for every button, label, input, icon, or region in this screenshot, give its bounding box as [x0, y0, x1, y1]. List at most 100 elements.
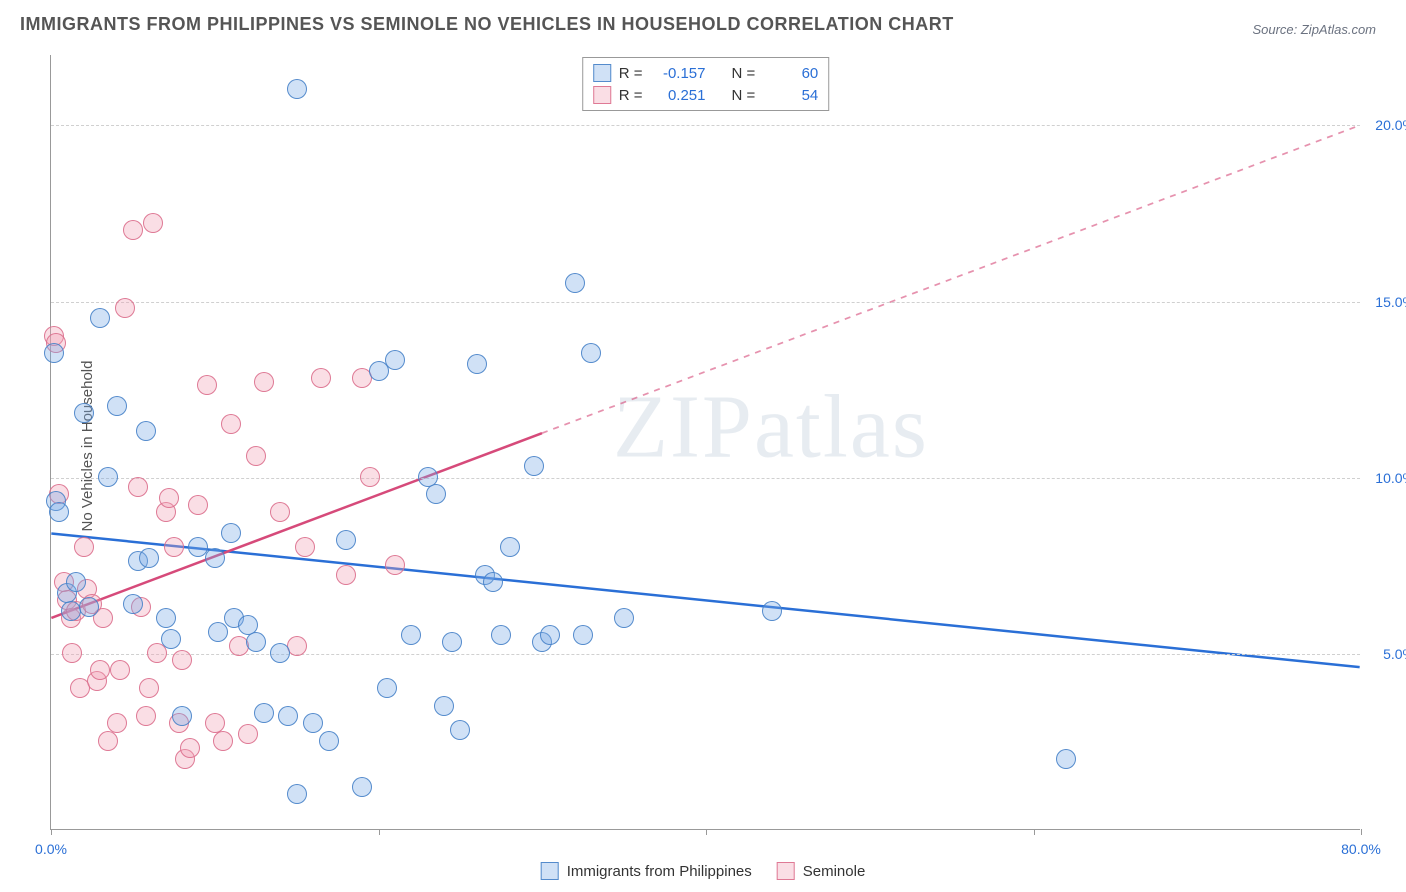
- data-point: [110, 660, 130, 680]
- legend-label-pink: Seminole: [803, 863, 866, 880]
- data-point: [136, 706, 156, 726]
- data-point: [90, 308, 110, 328]
- data-point: [573, 625, 593, 645]
- r-label: R =: [619, 65, 643, 82]
- x-tick: [1034, 829, 1035, 835]
- data-point: [197, 375, 217, 395]
- data-point: [287, 79, 307, 99]
- y-tick-label: 5.0%: [1383, 646, 1406, 662]
- data-point: [62, 643, 82, 663]
- data-point: [278, 706, 298, 726]
- legend-correlation: R = -0.157 N = 60 R = 0.251 N = 54: [582, 57, 830, 111]
- legend-row-blue: R = -0.157 N = 60: [593, 62, 819, 84]
- data-point: [1056, 749, 1076, 769]
- data-point: [123, 594, 143, 614]
- swatch-blue: [541, 862, 559, 880]
- gridline-h: [51, 125, 1360, 126]
- data-point: [143, 213, 163, 233]
- data-point: [90, 660, 110, 680]
- data-point: [385, 350, 405, 370]
- gridline-h: [51, 302, 1360, 303]
- data-point: [450, 720, 470, 740]
- legend-label-blue: Immigrants from Philippines: [567, 863, 752, 880]
- data-point: [254, 372, 274, 392]
- data-point: [49, 502, 69, 522]
- legend-item-blue: Immigrants from Philippines: [541, 862, 752, 880]
- data-point: [98, 731, 118, 751]
- trend-lines: [51, 55, 1360, 829]
- data-point: [188, 495, 208, 515]
- plot-area: ZIPatlas R = -0.157 N = 60 R = 0.251 N =…: [50, 55, 1360, 830]
- legend-item-pink: Seminole: [777, 862, 866, 880]
- data-point: [762, 601, 782, 621]
- legend-row-pink: R = 0.251 N = 54: [593, 84, 819, 106]
- data-point: [270, 643, 290, 663]
- gridline-h: [51, 654, 1360, 655]
- data-point: [483, 572, 503, 592]
- data-point: [139, 678, 159, 698]
- data-point: [128, 477, 148, 497]
- x-tick-label: 80.0%: [1341, 841, 1381, 857]
- x-tick: [1361, 829, 1362, 835]
- data-point: [246, 632, 266, 652]
- r-value-pink: 0.251: [651, 87, 706, 104]
- data-point: [467, 354, 487, 374]
- data-point: [123, 220, 143, 240]
- x-tick: [379, 829, 380, 835]
- data-point: [208, 622, 228, 642]
- x-tick: [51, 829, 52, 835]
- data-point: [66, 572, 86, 592]
- data-point: [254, 703, 274, 723]
- data-point: [442, 632, 462, 652]
- r-label: R =: [619, 87, 643, 104]
- data-point: [270, 502, 290, 522]
- data-point: [524, 456, 544, 476]
- data-point: [319, 731, 339, 751]
- data-point: [311, 368, 331, 388]
- data-point: [581, 343, 601, 363]
- data-point: [352, 777, 372, 797]
- data-point: [246, 446, 266, 466]
- swatch-pink: [777, 862, 795, 880]
- swatch-blue: [593, 64, 611, 82]
- data-point: [115, 298, 135, 318]
- n-label: N =: [732, 87, 756, 104]
- data-point: [156, 608, 176, 628]
- data-point: [107, 396, 127, 416]
- y-tick-label: 20.0%: [1375, 117, 1406, 133]
- data-point: [172, 706, 192, 726]
- gridline-h: [51, 478, 1360, 479]
- data-point: [164, 537, 184, 557]
- data-point: [303, 713, 323, 733]
- data-point: [221, 523, 241, 543]
- data-point: [61, 601, 81, 621]
- data-point: [107, 713, 127, 733]
- data-point: [500, 537, 520, 557]
- x-tick: [706, 829, 707, 835]
- data-point: [136, 421, 156, 441]
- data-point: [491, 625, 511, 645]
- data-point: [336, 565, 356, 585]
- r-value-blue: -0.157: [651, 65, 706, 82]
- data-point: [385, 555, 405, 575]
- y-tick-label: 15.0%: [1375, 294, 1406, 310]
- data-point: [426, 484, 446, 504]
- source-label: Source: ZipAtlas.com: [1252, 22, 1376, 37]
- x-tick-label: 0.0%: [35, 841, 67, 857]
- watermark: ZIPatlas: [613, 375, 929, 478]
- data-point: [295, 537, 315, 557]
- data-point: [540, 625, 560, 645]
- data-point: [336, 530, 356, 550]
- y-tick-label: 10.0%: [1375, 470, 1406, 486]
- data-point: [161, 629, 181, 649]
- n-value-blue: 60: [763, 65, 818, 82]
- data-point: [401, 625, 421, 645]
- data-point: [44, 343, 64, 363]
- data-point: [74, 537, 94, 557]
- data-point: [180, 738, 200, 758]
- data-point: [172, 650, 192, 670]
- data-point: [213, 731, 233, 751]
- data-point: [221, 414, 241, 434]
- chart-title: IMMIGRANTS FROM PHILIPPINES VS SEMINOLE …: [20, 14, 954, 35]
- data-point: [377, 678, 397, 698]
